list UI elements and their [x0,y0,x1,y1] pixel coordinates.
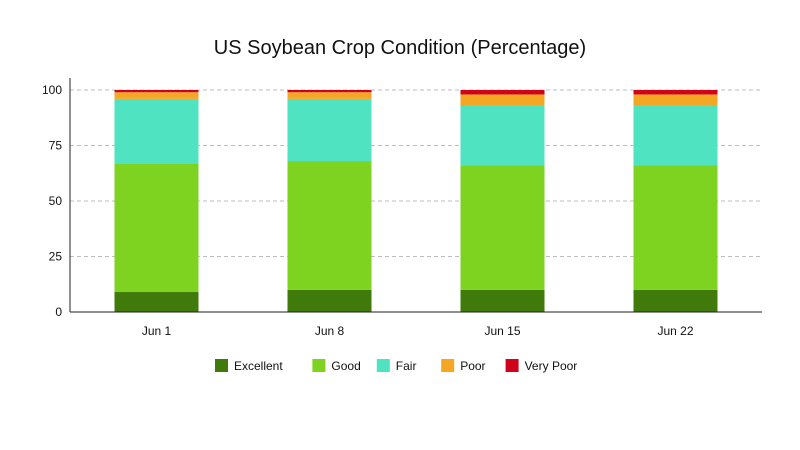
bar-good-jun-22 [633,165,718,290]
bar-excellent-jun-22 [633,289,718,312]
bar-good-jun-1 [114,163,199,293]
y-tick-label: 0 [55,305,62,319]
legend-label: Poor [460,359,485,373]
x-tick-label: Jun 8 [315,324,345,338]
bar-poor-jun-22 [633,94,718,106]
legend: Excellent Good Fair Poor Very Poor [215,359,577,373]
legend-swatch [312,359,326,372]
legend-item-good: Good [312,359,361,373]
bar-fair-jun-22 [633,105,718,166]
bar-poor-jun-8 [287,92,372,99]
bar-fair-jun-15 [460,105,545,166]
bar-very-poor-jun-8 [287,90,372,93]
x-tick-label: Jun 22 [657,324,693,338]
bar-excellent-jun-15 [460,289,545,312]
legend-swatch [376,359,390,372]
bar-fair-jun-1 [114,98,199,164]
axes: 0 25 50 75 100 Jun 1 Jun 8 Jun 15 Jun 22 [42,78,762,338]
legend-label: Good [331,359,360,373]
legend-item-very-poor: Very Poor [505,359,578,373]
chart-title: US Soybean Crop Condition (Percentage) [214,37,586,59]
legend-label: Very Poor [525,359,578,373]
legend-swatch [441,359,455,372]
bar-fair-jun-8 [287,98,372,162]
legend-item-poor: Poor [441,359,486,373]
bar-poor-jun-15 [460,94,545,106]
y-tick-label: 75 [49,139,63,153]
bar-very-poor-jun-15 [460,90,545,95]
bar-good-jun-8 [287,161,372,290]
y-tick-label: 100 [42,83,62,97]
legend-label: Excellent [234,359,283,373]
x-tick-label: Jun 1 [142,324,172,338]
bar-very-poor-jun-1 [114,90,199,93]
bar-excellent-jun-8 [287,289,372,312]
bar-excellent-jun-1 [114,292,199,312]
legend-item-excellent: Excellent [215,359,283,373]
bar-poor-jun-1 [114,92,199,99]
bar-very-poor-jun-22 [633,90,718,95]
bar-good-jun-15 [460,165,545,290]
legend-item-fair: Fair [376,359,417,373]
x-tick-label: Jun 15 [484,324,520,338]
y-tick-label: 25 [49,250,63,264]
legend-swatch [505,359,519,372]
bars [114,90,718,312]
legend-swatch [215,359,228,372]
y-tick-label: 50 [49,194,63,208]
legend-label: Fair [396,359,417,373]
